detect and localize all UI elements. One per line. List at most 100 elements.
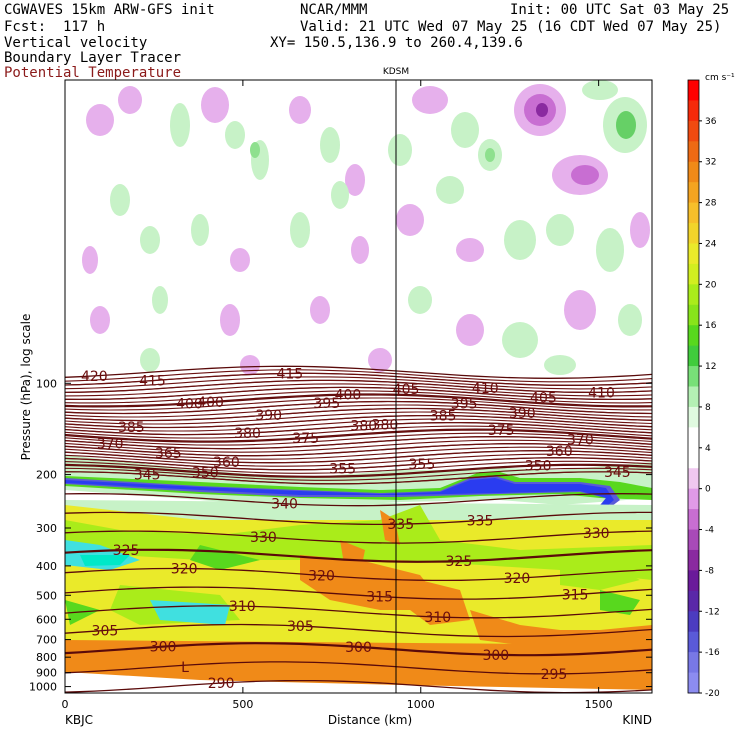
isentrope-minor xyxy=(65,415,652,429)
colorbar-label: 4 xyxy=(705,444,711,454)
isentrope-minor xyxy=(65,471,652,485)
colorbar-swatch xyxy=(688,427,699,449)
isentrope-label: 325 xyxy=(446,554,473,570)
isentrope-label: 345 xyxy=(134,467,161,483)
header-line3-right: XY= 150.5,136.9 to 260.4,139.6 xyxy=(270,35,523,51)
colorbar-label: 8 xyxy=(705,403,711,413)
header-line1-right: Init: 00 UTC Sat 03 May 25 xyxy=(510,2,730,18)
isentrope-label: 300 xyxy=(345,640,372,656)
x-axis: 0 500 1000 1500 xyxy=(62,80,613,711)
isentrope-label: 320 xyxy=(504,571,531,587)
isentrope-label: 420 xyxy=(81,369,108,385)
colorbar-swatch xyxy=(688,386,699,408)
header-line2-right: Valid: 21 UTC Wed 07 May 25 (16 CDT Wed … xyxy=(300,19,722,35)
colorbar-unit: cm s⁻¹ xyxy=(705,73,735,83)
colorbar-swatch xyxy=(688,182,699,204)
isentrope-minor xyxy=(65,407,652,422)
colorbar-swatch xyxy=(688,100,699,122)
colorbar-swatch xyxy=(688,263,699,285)
isentrope-minor xyxy=(65,418,652,432)
isentrope-label: 380 xyxy=(372,417,399,433)
isentrope-minor xyxy=(65,450,652,464)
isentrope-label: 385 xyxy=(430,409,457,425)
mid-station-label: KDSM xyxy=(383,67,409,77)
isentrope-minor xyxy=(65,393,652,407)
tropopause-band xyxy=(65,455,652,540)
isentrope-label: 415 xyxy=(139,374,166,390)
colorbar-swatch xyxy=(688,304,699,326)
isentrope-label: 375 xyxy=(488,423,515,439)
isentrope-label: 370 xyxy=(567,432,594,448)
isentrope-330 xyxy=(65,530,652,544)
isentrope-minor xyxy=(65,411,652,425)
isentrope-label: 350 xyxy=(525,459,552,475)
isentrope-label: 375 xyxy=(292,431,319,447)
isentrope-295 xyxy=(65,661,652,675)
colorbar-swatch xyxy=(688,590,699,612)
colorbar-label: 28 xyxy=(705,199,717,209)
colorbar-swatch xyxy=(688,672,699,694)
y-tick-label: 900 xyxy=(36,667,57,680)
colorbar-swatch xyxy=(688,611,699,633)
isentrope-minor xyxy=(65,422,652,436)
isentrope-minor xyxy=(65,436,652,450)
header-line1-left: CGWAVES 15km ARW-GFS init xyxy=(4,2,215,18)
y-tick-label: 100 xyxy=(36,377,57,390)
isentrope-label: 300 xyxy=(482,648,509,664)
colorbar-swatch xyxy=(688,223,699,244)
colorbar-swatch xyxy=(688,488,699,510)
right-station-label: KIND xyxy=(622,713,652,727)
isentrope-label: 315 xyxy=(562,588,589,604)
colorbar-swatch xyxy=(688,141,699,163)
colorbar-label: -20 xyxy=(705,689,720,699)
header-line5-left: Potential Temperature xyxy=(4,65,182,81)
isentrope-label: 395 xyxy=(313,396,340,412)
isentrope-minor xyxy=(65,372,652,386)
x-tick-label: 0 xyxy=(62,698,69,711)
isentrope-minor xyxy=(65,425,652,439)
isentrope-minor xyxy=(65,404,652,418)
isentrope-label: 350 xyxy=(192,466,219,482)
isentrope-minor xyxy=(65,432,652,446)
isentrope-label: 335 xyxy=(467,513,494,529)
isentrope-label: 290 xyxy=(208,676,235,692)
colorbar-swatch xyxy=(688,468,699,490)
isentrope-minor xyxy=(65,386,652,400)
isentrope-335 xyxy=(65,511,652,526)
isentrope-label: 330 xyxy=(583,526,610,542)
isentrope-340 xyxy=(65,493,652,507)
isentrope-label: 410 xyxy=(472,381,499,397)
isentrope-label: 415 xyxy=(276,366,303,382)
y-tick-label: 700 xyxy=(36,634,57,647)
isentrope-minor xyxy=(65,439,652,453)
isentrope-minor xyxy=(65,457,652,471)
colorbar-label: -12 xyxy=(705,607,720,617)
isentrope-label: 400 xyxy=(176,396,203,412)
isentrope-minor xyxy=(65,376,652,390)
isentrope-label: 335 xyxy=(387,517,414,533)
isentrope-label: 380 xyxy=(234,426,261,442)
isentrope-label: 305 xyxy=(287,619,314,635)
colorbar-label: 20 xyxy=(705,280,717,290)
x-tick-label: 1500 xyxy=(585,698,613,711)
isentrope-minor xyxy=(65,383,652,397)
y-tick-label: 600 xyxy=(36,613,57,626)
isentrope-320 xyxy=(65,567,652,582)
isentrope-label: 380 xyxy=(350,419,377,435)
isentrope-label: 400 xyxy=(335,388,362,404)
isentrope-label: 390 xyxy=(255,408,282,424)
isentrope-minor xyxy=(65,460,652,474)
colorbar-label: 0 xyxy=(705,485,711,495)
colorbar-swatch xyxy=(688,549,699,571)
colorbar-label: 36 xyxy=(705,117,717,127)
isentrope-label: 395 xyxy=(451,397,478,413)
header-line3-left: Vertical velocity xyxy=(4,35,148,51)
plot-frame xyxy=(64,79,653,694)
colorbar-swatch xyxy=(688,406,699,428)
isentrope-minor xyxy=(65,467,652,481)
colorbar-frame xyxy=(687,79,700,694)
y-axis-title: Pressure (hPa), log scale xyxy=(19,314,33,461)
isentrope-label: 405 xyxy=(393,382,420,398)
colorbar-swatch xyxy=(688,366,699,387)
isentrope-label: 360 xyxy=(546,444,573,460)
